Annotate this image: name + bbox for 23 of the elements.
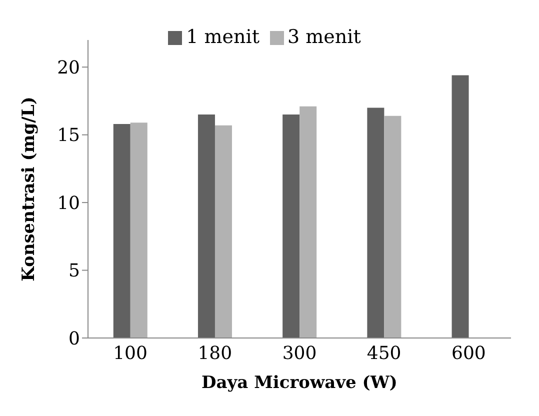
y-tick-label: 10 bbox=[57, 192, 80, 214]
x-tick-label: 180 bbox=[198, 342, 232, 364]
x-tick-label: 300 bbox=[282, 342, 317, 364]
y-tick-label: 0 bbox=[68, 328, 80, 350]
bar bbox=[198, 114, 215, 338]
x-tick-label: 450 bbox=[366, 342, 402, 364]
y-tick-label: 20 bbox=[57, 57, 80, 78]
bar bbox=[300, 106, 317, 338]
x-axis-title: Daya Microwave (W) bbox=[202, 373, 398, 393]
bar bbox=[282, 114, 300, 338]
legend-label: 3 menit bbox=[288, 26, 361, 48]
bar bbox=[452, 75, 469, 338]
bar bbox=[214, 125, 232, 338]
bar bbox=[384, 116, 402, 338]
y-tick-label: 5 bbox=[68, 260, 80, 282]
x-tick-label: 100 bbox=[113, 342, 148, 364]
y-axis-title: Konsentrasi (mg/L) bbox=[19, 96, 40, 282]
legend-label: 1 menit bbox=[186, 26, 260, 48]
bar bbox=[367, 108, 384, 338]
bar bbox=[130, 122, 148, 338]
y-tick-label: 15 bbox=[57, 125, 80, 146]
bar bbox=[113, 124, 130, 338]
x-tick-label: 600 bbox=[452, 342, 486, 364]
